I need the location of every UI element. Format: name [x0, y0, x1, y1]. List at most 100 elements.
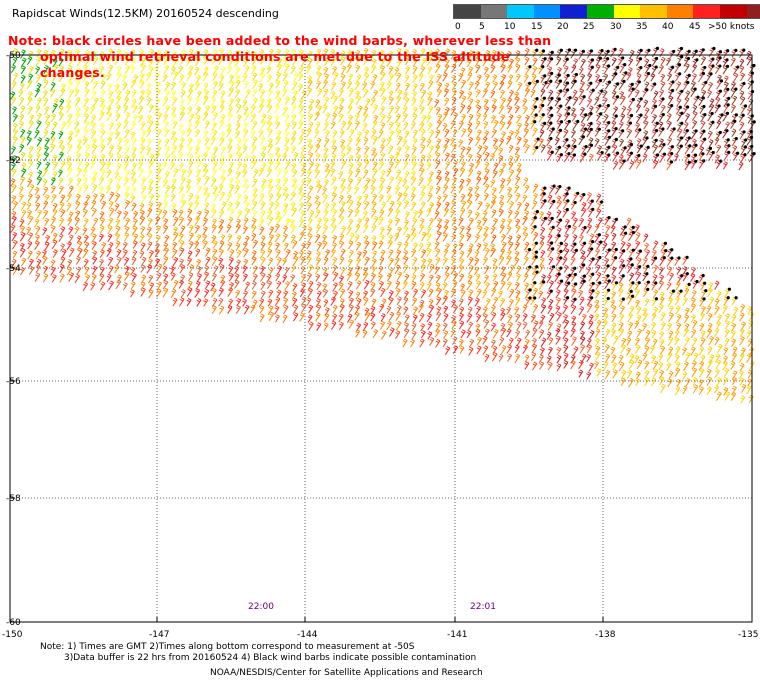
barb-feather [43, 131, 47, 134]
barb-feather [300, 105, 304, 108]
barb-feather [283, 107, 287, 111]
wind-barb [746, 56, 753, 66]
barb-feather [132, 106, 137, 109]
barb-shaft [595, 58, 601, 67]
barb-feather [596, 138, 600, 141]
wind-barb [538, 113, 545, 123]
barb-feather [691, 52, 696, 55]
contamination-circle [584, 127, 588, 131]
barb-feather [131, 100, 136, 103]
barb-feather [347, 122, 351, 126]
barb-shaft [635, 59, 641, 67]
wind-barb [421, 114, 427, 124]
contamination-circle [686, 56, 690, 61]
barb-feather [364, 131, 368, 134]
wind-barb [452, 112, 459, 122]
barb-feather [660, 138, 664, 141]
barb-shaft [666, 59, 671, 66]
barb-feather [636, 139, 640, 143]
barb-feather [518, 81, 523, 85]
barb-feather [478, 129, 482, 132]
wind-barb [499, 121, 506, 131]
wind-barb [428, 129, 435, 139]
barb-feather [645, 107, 650, 110]
wind-barb [468, 81, 474, 91]
barb-feather [613, 57, 617, 60]
wind-barb [244, 89, 251, 99]
wind-barb [180, 129, 186, 138]
barb-feather [228, 144, 233, 148]
barb-feather [277, 130, 282, 133]
contamination-circle [639, 113, 643, 117]
barb-shaft [708, 59, 714, 68]
wind-barb [386, 57, 392, 67]
wind-barb [330, 81, 337, 91]
barb-feather [466, 148, 470, 151]
barb-feather [446, 106, 450, 110]
barb-feather [213, 56, 217, 59]
wind-barb [243, 80, 249, 90]
barb-shaft [148, 60, 154, 68]
barb-feather [508, 115, 513, 119]
barb-feather [277, 48, 281, 52]
barb-feather [180, 100, 184, 103]
wind-barb [650, 104, 658, 115]
barb-feather [350, 87, 354, 91]
barb-feather [573, 98, 577, 101]
barb-feather [300, 147, 305, 150]
wind-barb [563, 129, 569, 139]
barb-feather [12, 124, 17, 128]
barb-feather [499, 147, 503, 150]
barb-feather [501, 58, 506, 61]
wind-barb [99, 98, 105, 108]
barb-feather [580, 82, 584, 86]
barb-feather [435, 108, 440, 111]
wind-barb [532, 48, 539, 58]
barb-feather [491, 106, 496, 109]
barb-feather [547, 116, 551, 119]
barb-feather [603, 52, 608, 55]
barb-feather [390, 121, 394, 124]
barb-feather [636, 146, 641, 150]
wind-barb [674, 63, 682, 74]
barb-feather [427, 124, 432, 127]
wind-barb [723, 103, 730, 113]
wind-barb [92, 67, 98, 76]
barb-feather [141, 137, 146, 141]
barb-feather [268, 121, 273, 124]
contamination-circle [543, 121, 547, 125]
barb-feather [309, 100, 313, 103]
wind-barb [242, 145, 248, 154]
barb-feather [406, 82, 410, 86]
wind-barb [731, 136, 738, 147]
wind-barb [708, 103, 715, 114]
barb-feather [428, 81, 432, 85]
barb-feather [181, 111, 185, 114]
barb-feather [531, 107, 535, 111]
barb-feather [340, 58, 345, 61]
contamination-circle [725, 58, 729, 62]
barb-feather [55, 98, 59, 101]
barb-feather [85, 81, 90, 84]
barb-feather [563, 90, 567, 94]
wind-barb [602, 89, 608, 98]
barb-feather [582, 58, 586, 61]
barb-feather [419, 123, 424, 127]
barb-feather [356, 56, 361, 59]
barb-feather [181, 98, 185, 102]
barb-feather [636, 51, 641, 54]
barb-shaft [171, 52, 177, 60]
wind-barb [612, 95, 620, 105]
barb-feather [166, 81, 170, 85]
barb-feather [540, 138, 544, 141]
barb-feather [522, 99, 526, 103]
barb-feather [341, 129, 345, 132]
wind-barb [68, 56, 75, 67]
barb-feather [708, 66, 713, 70]
barb-feather [538, 106, 542, 109]
barb-feather [476, 120, 481, 123]
wind-barb [203, 56, 209, 65]
barb-feather [146, 91, 150, 94]
barb-feather [412, 92, 416, 96]
barb-feather [35, 67, 39, 71]
